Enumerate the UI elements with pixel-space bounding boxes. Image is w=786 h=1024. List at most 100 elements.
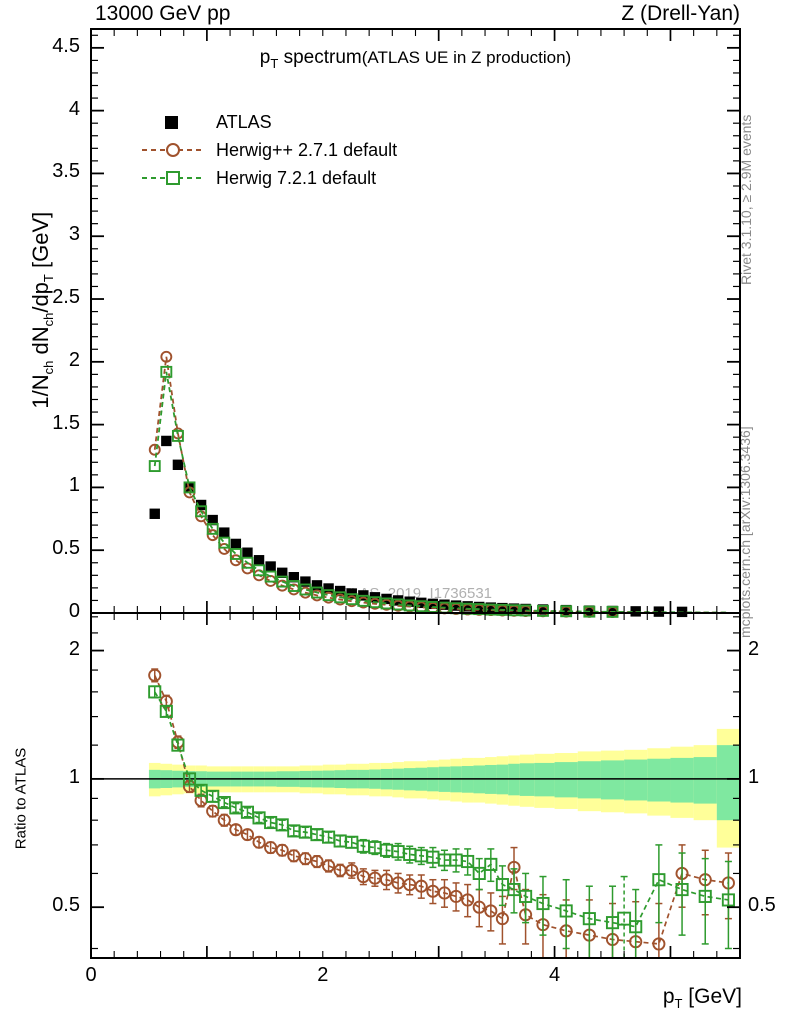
- main-marker-ATLAS: [219, 527, 230, 538]
- x-tick-label: 4: [549, 964, 561, 986]
- main-marker-ATLAS: [265, 561, 276, 572]
- xlabel-part1: p: [662, 985, 675, 1008]
- title-pt: p: [259, 47, 271, 68]
- x-axis-label: pT [GeV]: [663, 985, 742, 1011]
- legend-key-atlas: [140, 111, 206, 133]
- ratio-marker-Herwig++ 2.7.1 default: [449, 889, 463, 903]
- ratio-uncertainty-band-inner: [519, 763, 535, 796]
- ratio-marker-Herwig 7.2.1 default: [582, 912, 596, 926]
- legend-label-herwig7: Herwig 7.2.1 default: [216, 167, 377, 188]
- title-spectrum: spectrum: [278, 47, 362, 68]
- legend-item-herwigpp[interactable]: Herwig++ 2.7.1 default: [140, 136, 397, 164]
- main-marker-Herwig 7.2.1 default: [357, 594, 370, 607]
- ratio-uncertainty-band-inner: [600, 760, 625, 800]
- main-y-tick-label: 1: [68, 474, 80, 497]
- ratio-marker-Herwig 7.2.1 default: [629, 920, 643, 934]
- ratio-y-tick-label: 2: [68, 637, 80, 660]
- ratio-marker-Herwig++ 2.7.1 default: [495, 912, 509, 926]
- main-marker-ATLAS: [195, 499, 207, 511]
- main-marker-Herwig 7.2.1 default: [484, 603, 497, 616]
- legend-key-herwigpp: [140, 139, 206, 161]
- main-marker-Herwig 7.2.1 default: [508, 604, 520, 617]
- main-marker-ATLAS: [584, 605, 595, 616]
- main-y-tick-label: 3: [68, 223, 80, 246]
- ratio-marker-Herwig 7.2.1 default: [507, 883, 521, 897]
- main-marker-Herwig 7.2.1 default: [606, 605, 619, 618]
- x-tick-label: 0: [85, 964, 97, 986]
- x-tick-label: 2: [317, 964, 329, 986]
- main-marker-Herwig 7.2.1 default: [195, 505, 208, 518]
- ratio-marker-Herwig++ 2.7.1 default: [379, 873, 394, 887]
- ratio-marker-Herwig 7.2.1 default: [721, 893, 735, 907]
- main-marker-Herwig++ 2.7.1 default: [229, 554, 242, 567]
- title-pt-subscript: T: [270, 55, 279, 71]
- ratio-uncertainty-band-inner: [647, 758, 671, 802]
- ratio-marker-Herwig 7.2.1 default: [148, 685, 162, 699]
- main-marker-Herwig 7.2.1 default: [392, 598, 405, 611]
- main-y-tick-label: 4.5: [52, 34, 80, 57]
- ratio-marker-Herwig++ 2.7.1 default: [652, 937, 666, 951]
- ratio-marker-Herwig++ 2.7.1 default: [229, 823, 243, 837]
- main-panel-content: [148, 350, 729, 618]
- main-marker-Herwig 7.2.1 default: [322, 589, 335, 602]
- title-parenthetical: (ATLAS UE in Z production): [361, 48, 572, 67]
- main-marker-Herwig 7.2.1 default: [560, 605, 573, 618]
- main-marker-Herwig 7.2.1 default: [183, 481, 196, 494]
- main-marker-ATLAS: [311, 580, 323, 591]
- ratio-marker-Herwig 7.2.1 default: [698, 889, 712, 903]
- main-marker-ATLAS: [462, 601, 473, 612]
- legend-item-herwig7[interactable]: Herwig 7.2.1 default: [140, 164, 397, 192]
- main-marker-Herwig 7.2.1 default: [218, 536, 231, 549]
- main-marker-Herwig 7.2.1 default: [253, 564, 265, 577]
- ratio-line-Herwig 7.2.1 default: [154, 691, 729, 928]
- main-marker-ATLAS: [450, 600, 462, 611]
- main-marker-Herwig++ 2.7.1 default: [160, 350, 173, 363]
- ratio-marker-Herwig++ 2.7.1 default: [345, 863, 359, 877]
- ratio-uncertainty-band-inner: [624, 759, 648, 801]
- main-marker-Herwig 7.2.1 default: [276, 575, 289, 588]
- ratio-uncertainty-band-inner: [716, 745, 740, 821]
- main-marker-ATLAS: [485, 602, 497, 613]
- ratio-marker-Herwig++ 2.7.1 default: [437, 886, 452, 900]
- ratio-marker-Herwig 7.2.1 default: [182, 772, 197, 786]
- main-marker-ATLAS: [172, 459, 184, 471]
- main-y-tick-label: 2: [68, 348, 80, 371]
- header-left-beam-info: 13000 GeV pp: [95, 2, 231, 25]
- main-marker-ATLAS: [520, 603, 531, 615]
- ratio-marker-Herwig++ 2.7.1 default: [240, 828, 255, 842]
- legend-label-atlas: ATLAS: [216, 111, 272, 132]
- main-marker-Herwig 7.2.1 default: [403, 599, 416, 612]
- main-marker-Herwig 7.2.1 default: [229, 548, 242, 560]
- main-marker-Herwig 7.2.1 default: [519, 604, 532, 617]
- ratio-uncertainty-band-inner: [693, 757, 717, 804]
- ratio-uncertainty-band-inner: [534, 762, 555, 797]
- main-y-tick-label: 0: [68, 600, 80, 622]
- main-marker-Herwig 7.2.1 default: [334, 591, 347, 604]
- main-marker-Herwig 7.2.1 default: [345, 593, 358, 606]
- main-marker-ATLAS: [474, 601, 485, 613]
- main-y-tick-label: 0.5: [52, 537, 80, 560]
- ratio-marker-Herwig++ 2.7.1 default: [461, 893, 475, 907]
- main-y-tick-label: 4: [68, 97, 80, 120]
- ratio-panel-bands: [91, 728, 740, 848]
- main-marker-Herwig 7.2.1 default: [380, 597, 393, 610]
- ratio-marker-Herwig++ 2.7.1 default: [414, 879, 428, 893]
- ratio-marker-Herwig 7.2.1 default: [536, 896, 550, 911]
- ratio-marker-Herwig 7.2.1 default: [472, 866, 486, 880]
- ratio-marker-Herwig 7.2.1 default: [159, 704, 173, 718]
- main-marker-ATLAS: [161, 435, 172, 447]
- main-marker-ATLAS: [207, 514, 218, 526]
- main-marker-Herwig++ 2.7.1 default: [148, 443, 161, 456]
- legend-item-atlas[interactable]: ATLAS: [140, 108, 397, 136]
- ratio-marker-Herwig 7.2.1 default: [461, 854, 475, 869]
- main-marker-Herwig 7.2.1 default: [473, 603, 486, 616]
- main-line-Herwig++ 2.7.1 default: [153, 356, 729, 614]
- ratio-marker-Herwig++ 2.7.1 default: [252, 835, 266, 849]
- ratio-marker-Herwig++ 2.7.1 default: [310, 854, 324, 869]
- ratio-marker-Herwig++ 2.7.1 default: [206, 804, 220, 818]
- main-marker-Herwig 7.2.1 default: [537, 604, 549, 617]
- main-marker-Herwig 7.2.1 default: [287, 580, 300, 592]
- ratio-panel-content: [148, 668, 735, 959]
- main-marker-Herwig 7.2.1 default: [583, 605, 596, 618]
